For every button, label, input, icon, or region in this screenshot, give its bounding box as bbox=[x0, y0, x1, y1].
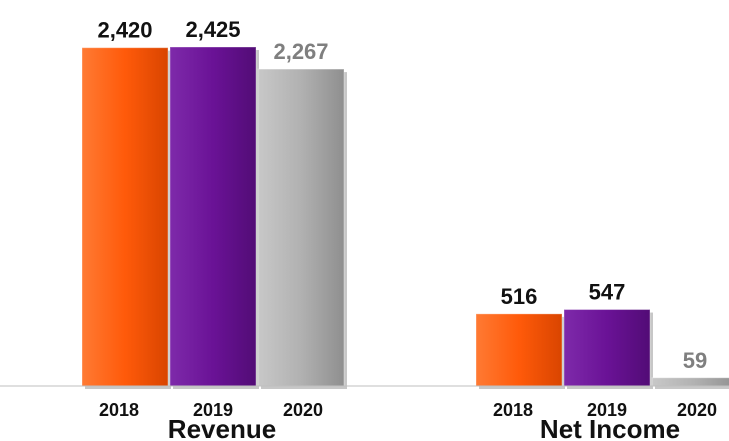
bar-revenue-2020 bbox=[257, 68, 345, 387]
year-label-net-income-2020: 2020 bbox=[677, 400, 717, 420]
labels-layer: 2,420 2018 2,425 2019 2,267 2020 Revenue 516 201… bbox=[97, 17, 717, 441]
value-label-revenue-2020: 2,267 bbox=[273, 39, 328, 64]
value-label-net-income-2018: 516 bbox=[501, 284, 538, 309]
year-label-net-income-2018: 2018 bbox=[493, 400, 533, 420]
bar-revenue-2019 bbox=[169, 46, 257, 387]
year-label-revenue-2019: 2019 bbox=[193, 400, 233, 420]
bar-net-income-2020 bbox=[651, 377, 729, 387]
group-label-net-income: Net Income bbox=[540, 414, 680, 441]
value-label-net-income-2020: 59 bbox=[683, 348, 707, 373]
value-label-net-income-2019: 547 bbox=[589, 280, 626, 305]
bar-net-income-2018 bbox=[475, 313, 563, 387]
year-label-revenue-2018: 2018 bbox=[99, 400, 139, 420]
year-label-revenue-2020: 2020 bbox=[283, 400, 323, 420]
bar-revenue-2018 bbox=[81, 47, 169, 387]
bars-layer bbox=[81, 46, 729, 389]
group-label-revenue: Revenue bbox=[168, 414, 276, 441]
value-label-revenue-2018: 2,420 bbox=[97, 18, 152, 43]
value-label-revenue-2019: 2,425 bbox=[185, 17, 240, 42]
bar-net-income-2019 bbox=[563, 309, 651, 387]
year-label-net-income-2019: 2019 bbox=[587, 400, 627, 420]
